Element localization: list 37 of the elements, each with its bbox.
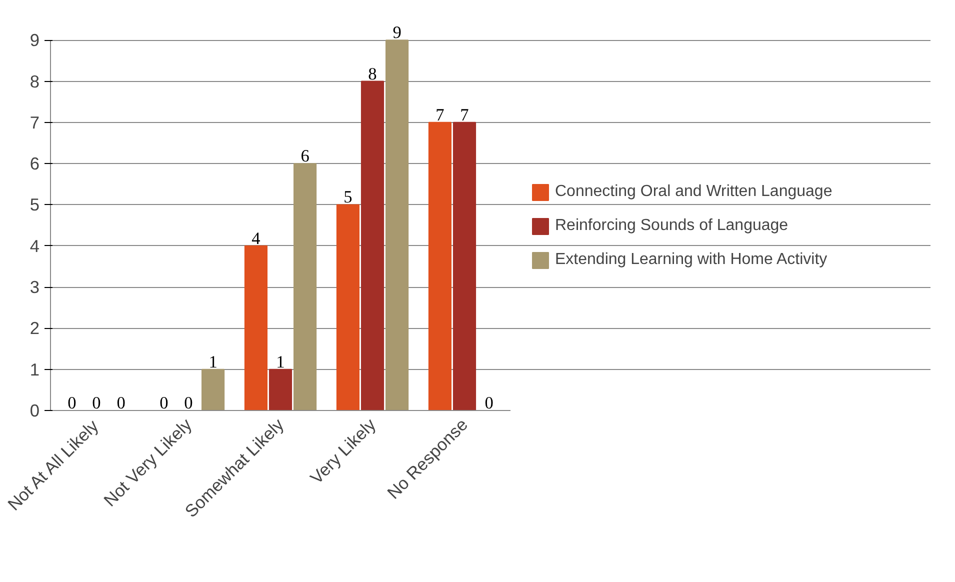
data-label: 1 xyxy=(276,352,285,372)
data-label: 0 xyxy=(160,394,168,412)
data-label: 7 xyxy=(460,105,470,124)
y-tick-label: 4 xyxy=(30,236,40,256)
data-label: 0 xyxy=(116,394,126,412)
data-label: 7 xyxy=(436,105,445,124)
legend-label: Connecting Oral and Written Language xyxy=(555,183,832,201)
bar xyxy=(244,245,268,410)
data-label: 0 xyxy=(92,394,101,412)
y-tick-label: 0 xyxy=(30,400,40,420)
data-label: 0 xyxy=(68,394,76,412)
bar xyxy=(385,40,409,410)
bar xyxy=(268,368,292,410)
data-label: 5 xyxy=(344,188,352,207)
y-tick-label: 1 xyxy=(30,359,40,380)
bar xyxy=(336,204,360,410)
data-label: 6 xyxy=(300,146,310,166)
data-label: 0 xyxy=(484,394,494,412)
y-tick-label: 2 xyxy=(30,318,40,338)
legend-label: Reinforcing Sounds of Language xyxy=(555,217,788,235)
data-label: 8 xyxy=(368,64,377,84)
bar xyxy=(293,163,317,410)
y-tick-label: 6 xyxy=(30,154,40,174)
y-tick-label: 3 xyxy=(30,277,40,298)
y-tick-label: 9 xyxy=(30,30,40,50)
legend-label: Extending Learning with Home Activity xyxy=(555,251,828,269)
y-tick-label: 5 xyxy=(30,194,40,215)
data-label: 0 xyxy=(184,394,193,412)
data-label: 4 xyxy=(252,228,261,248)
bar xyxy=(452,122,476,410)
y-tick-label: 7 xyxy=(30,112,40,132)
bar xyxy=(201,368,225,410)
bar xyxy=(360,80,384,410)
bar xyxy=(428,122,452,410)
y-tick-label: 8 xyxy=(30,71,40,92)
data-label: 9 xyxy=(392,23,402,42)
data-label: 1 xyxy=(208,352,218,372)
